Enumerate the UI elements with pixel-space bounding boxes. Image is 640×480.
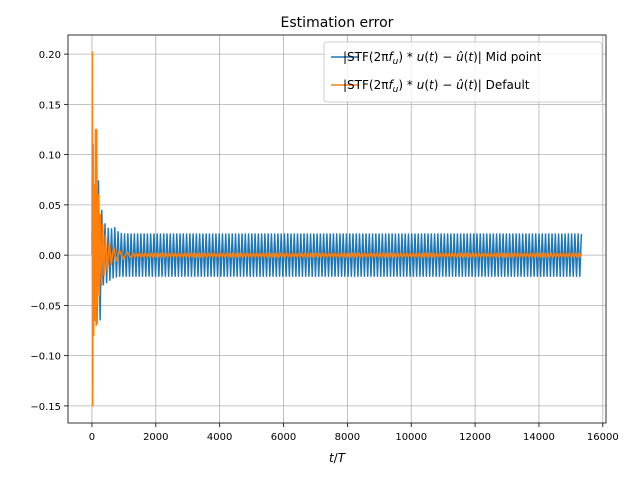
x-tick-label: 0 (89, 432, 95, 443)
ticks-layer: 0 2000 4000 6000 8000 10000 12000 14000 16000 −0.… (30, 50, 618, 443)
x-axis-label: t/T (329, 451, 347, 465)
x-axis-label-slash: / (334, 451, 339, 465)
y-tick-label: 0.15 (39, 100, 61, 111)
series-line-mid-point (91, 180, 583, 325)
x-tick-label: 12000 (459, 432, 491, 443)
legend-label-default: |STF(2πfu) * u(t) − û(t)| Default (343, 78, 530, 95)
y-tick-label: −0.10 (30, 352, 61, 363)
x-tick-label: 2000 (143, 432, 168, 443)
x-axis-label-t: t (329, 451, 335, 465)
chart-title: Estimation error (281, 15, 394, 31)
legend: |STF(2πfu) * u(t) − û(t)| Mid point |STF… (323, 41, 603, 103)
y-tick-label: −0.05 (30, 301, 61, 312)
x-tick-label: 4000 (207, 432, 232, 443)
x-axis-label-T: T (338, 451, 347, 465)
y-tick-label: 0.00 (39, 251, 61, 262)
legend-label-mid-point: |STF(2πfu) * u(t) − û(t)| Mid point (343, 50, 542, 67)
series-layer (91, 51, 583, 407)
y-tick-label: 0.20 (39, 50, 61, 61)
series-line-default (91, 51, 583, 407)
x-tick-label: 16000 (587, 432, 619, 443)
x-tick-label: 6000 (271, 432, 296, 443)
plot-frame (67, 34, 607, 424)
x-tick-label: 8000 (335, 432, 360, 443)
x-tick-label: 14000 (523, 432, 555, 443)
y-tick-label: 0.10 (39, 151, 61, 162)
legend-box (323, 41, 603, 103)
x-tick-label: 10000 (395, 432, 427, 443)
y-tick-label: 0.05 (39, 201, 61, 212)
y-tick-label: −0.15 (30, 402, 61, 413)
